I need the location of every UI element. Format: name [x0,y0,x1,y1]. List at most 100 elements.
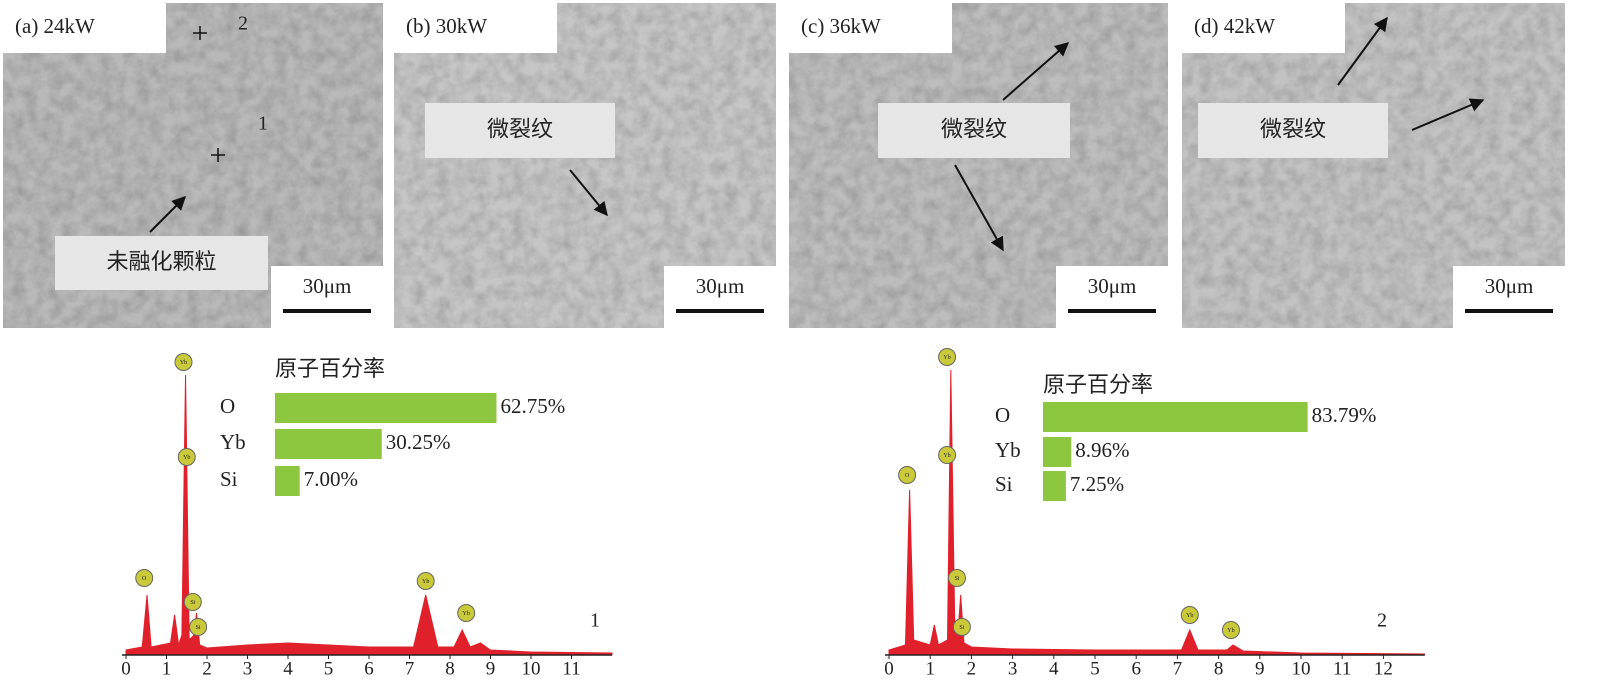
x-tick-label: 11 [562,658,580,679]
scale-label: 30μm [696,274,745,298]
peak-label: Yb [943,453,950,459]
peak-label: Si [196,625,201,631]
spectrum-label: 2 [1377,610,1387,632]
arrow [569,169,608,217]
peak-marker [416,572,435,590]
bar [275,466,300,496]
sem-panel: (b) 30kW 30μm 微裂纹 [394,3,776,328]
scale-box [1453,266,1565,328]
x-tick-label: 10 [522,658,541,679]
panel-label: (b) 30kW [406,14,487,38]
spectrum-area [125,374,613,656]
category-label: Si [220,467,238,491]
x-tick-label: 2 [202,658,212,679]
x-tick-label: 7 [405,658,415,679]
point-cross [211,148,225,162]
peak-marker [938,348,957,366]
x-tick-label: 1 [925,658,935,679]
annotation-box [878,103,1070,158]
sem-panel: (c) 36kW 30μm 微裂纹 [789,3,1168,328]
arrow [1411,98,1485,131]
x-tick-label: 7 [1173,658,1183,679]
peak-marker [183,593,202,611]
point-label: 1 [258,113,268,135]
peak-label: Yb [183,455,190,461]
x-tick-label: 5 [1090,658,1100,679]
value-label: 7.00% [304,467,358,491]
bar [275,429,382,459]
point-label: 2 [238,13,248,35]
x-tick-label: 10 [1292,658,1311,679]
x-tick-label: 8 [445,658,455,679]
point-cross [193,26,207,40]
annotation-box [425,103,615,158]
peak-label: O [905,473,910,479]
value-label: 62.75% [500,394,565,418]
bar [1043,437,1072,467]
value-label: 30.25% [386,430,451,454]
inset-title: 原子百分率 [1043,373,1153,398]
peak-marker [174,353,193,371]
x-tick-label: 4 [283,658,293,679]
peak-marker [1180,606,1199,624]
spectrum-label: 1 [590,610,600,632]
scale-label: 30μm [1088,274,1137,298]
peak-marker [135,569,154,587]
scale-box [271,266,383,328]
arrow [1002,42,1070,101]
arrow [1337,16,1388,86]
x-tick-label: 9 [486,658,496,679]
scale-label: 30μm [1485,274,1534,298]
x-tick-label: 0 [121,658,131,679]
panel-label: (c) 36kW [801,14,881,38]
peak-label: Si [959,625,964,631]
x-tick-label: 4 [1049,658,1059,679]
peak-label: Yb [463,611,470,617]
panel-label: (d) 42kW [1194,14,1275,38]
value-label: 7.25% [1070,472,1124,496]
panel-label-box [1182,3,1345,53]
panel-label-box [394,3,557,53]
peak-marker [457,604,476,622]
scale-label: 30μm [303,274,352,298]
bar [1043,471,1066,501]
x-tick-label: 5 [324,658,334,679]
arrow [149,196,186,233]
x-tick-label: 6 [1131,658,1141,679]
panel-label-box [789,3,952,53]
annotation: 微裂纹 [487,118,553,143]
annotation-box [1198,103,1388,158]
arrow [954,164,1004,252]
peak-marker [189,618,208,636]
x-tick-label: 0 [884,658,894,679]
annotation: 微裂纹 [1260,118,1326,143]
x-tick-label: 8 [1214,658,1224,679]
peak-label: Si [954,576,959,582]
bar [275,393,497,423]
x-tick-label: 11 [1333,658,1351,679]
x-tick-label: 1 [162,658,172,679]
peak-label: Yb [180,360,187,366]
x-tick-label: 2 [967,658,977,679]
peak-label: Yb [1186,613,1193,619]
x-tick-label: 3 [243,658,253,679]
peak-label: O [142,576,147,582]
annotation: 未融化颗粒 [106,250,216,275]
x-tick-label: 12 [1374,658,1393,679]
scale-box [1056,266,1168,328]
peak-label: Si [190,600,195,606]
peak-marker [898,466,917,484]
value-label: 8.96% [1075,438,1129,462]
bar [1043,402,1308,432]
x-tick-label: 6 [364,658,374,679]
x-tick-label: 9 [1255,658,1265,679]
sem-panel: (d) 42kW 30μm 微裂纹 [1182,3,1565,328]
peak-label: Yb [1227,628,1234,634]
category-label: O [220,394,235,418]
peak-label: Yb [422,579,429,585]
inset-title: 原子百分率 [275,357,385,382]
annotation-box [55,236,268,290]
value-label: 83.79% [1312,403,1377,427]
